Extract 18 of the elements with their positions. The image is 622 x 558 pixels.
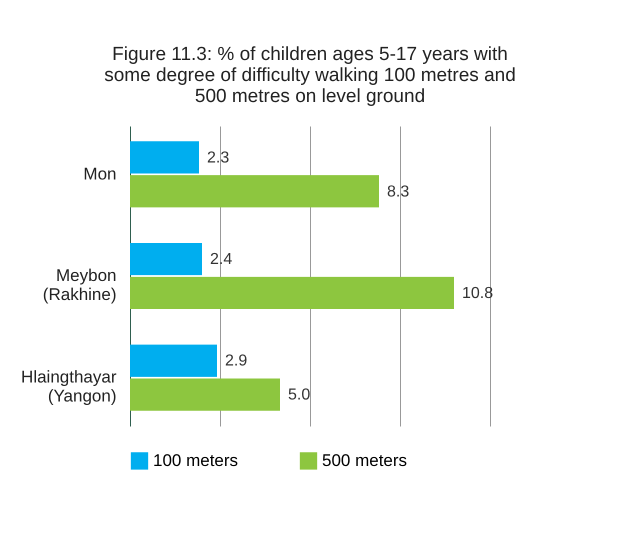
data-label: 2.3 [207,149,230,166]
y-tick-label: Mon [83,164,116,184]
chart-title: Figure 11.3: % of children ages 5-17 years with some degree of difficulty walking 100 metres and 500 metres on level ground [104,44,516,107]
data-label: 2.9 [225,352,248,370]
y-tick-label: Hlaingthayar (Yangon) [21,368,117,406]
bar [130,175,379,208]
bar [130,378,280,411]
legend-label: 100 meters [153,450,238,470]
data-label: 2.4 [210,251,232,268]
bar [130,344,217,377]
y-tick-label: Meybon (Rakhine) [42,266,116,304]
bar [130,276,454,310]
data-label: 5.0 [288,386,310,404]
legend-label: 500 meters [322,450,408,470]
bar [130,242,202,276]
data-label: 10.8 [462,284,494,302]
data-label: 8.3 [387,183,410,200]
bar [130,141,199,174]
